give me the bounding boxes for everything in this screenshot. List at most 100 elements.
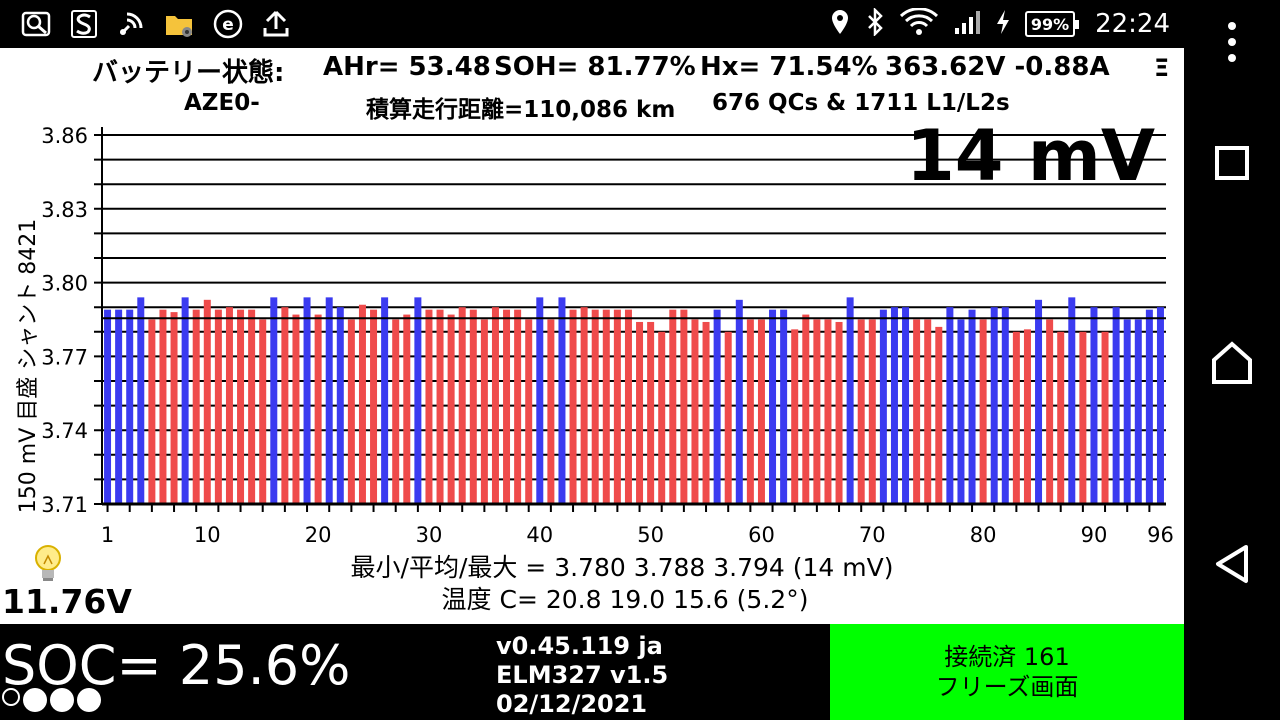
cell-bar	[525, 319, 533, 504]
odometer-label: 積算走行距離=110,086 km	[366, 97, 676, 123]
cell-bar	[824, 319, 832, 504]
cell-bar	[347, 319, 355, 504]
cell-bar	[702, 321, 710, 504]
cell-bar	[514, 309, 522, 504]
x-tick-label: 40	[526, 523, 553, 547]
cell-bar	[137, 297, 145, 504]
file-manager-icon	[163, 8, 195, 40]
cell-bar	[1023, 329, 1031, 504]
charging-icon	[995, 8, 1011, 40]
dot-empty-icon	[2, 688, 20, 706]
home-icon[interactable]	[1210, 340, 1254, 390]
x-tick-label: 60	[748, 523, 775, 547]
y-tick-label: 3.80	[41, 272, 88, 296]
cell-bar	[713, 309, 721, 504]
cell-bar	[669, 309, 677, 504]
cell-bar	[691, 319, 699, 504]
cell-bar	[591, 309, 599, 504]
cell-bar	[902, 307, 910, 504]
cell-bar	[1134, 319, 1142, 504]
x-tick-label: 1	[101, 523, 114, 547]
cell-bar	[1101, 331, 1109, 504]
cell-bar	[281, 307, 289, 504]
cell-bar	[1057, 331, 1065, 504]
cell-signal-icon	[953, 8, 981, 40]
bottom-panel: SOC= 25.6% v0.45.119 ja ELM327 v1.5 02/1…	[0, 624, 1184, 720]
cell-bar	[724, 331, 732, 504]
connection-count: 接続済 161	[944, 643, 1070, 671]
cell-bar	[170, 312, 178, 504]
cell-bar	[248, 309, 256, 504]
cell-bar	[292, 314, 300, 504]
cell-bar	[480, 319, 488, 504]
y-axis-title: 150 mV 目盛 シャント 8421	[16, 219, 41, 513]
cell-bar	[303, 297, 311, 504]
cell-bar	[458, 307, 466, 504]
dot-filled-icon	[50, 688, 74, 712]
cell-bar	[802, 314, 810, 504]
freeze-screen-label: フリーズ画面	[935, 673, 1079, 701]
cell-bar	[1079, 331, 1087, 504]
app-content: バッテリー状態: AHr= 53.48 SOH= 81.77% Hx= 71.5…	[0, 48, 1184, 624]
cell-bar	[879, 309, 887, 504]
cell-bar	[336, 307, 344, 504]
status-clock: 22:24	[1095, 9, 1170, 39]
cell-bar	[968, 309, 976, 504]
cell-bar	[1068, 297, 1076, 504]
menu-icon[interactable]: Ξ	[1154, 54, 1170, 82]
cell-bar	[658, 331, 666, 504]
cell-bar	[1123, 319, 1131, 504]
soh-value: SOH= 81.77%	[494, 52, 696, 82]
cell-bar	[547, 319, 555, 504]
cell-bar	[857, 319, 865, 504]
back-icon[interactable]	[1212, 543, 1252, 589]
cell-bar	[503, 309, 511, 504]
cell-bar	[1112, 307, 1120, 504]
e-app-icon: e	[212, 8, 244, 40]
cell-bar	[647, 321, 655, 504]
svg-text:e: e	[222, 15, 234, 35]
cell-bar	[414, 297, 422, 504]
cell-bar	[946, 307, 954, 504]
cell-bar	[203, 299, 211, 504]
cell-bar	[636, 321, 644, 504]
image-viewer-icon	[20, 8, 52, 40]
cell-bar	[159, 309, 167, 504]
x-tick-label: 50	[637, 523, 664, 547]
recents-icon[interactable]	[1214, 145, 1250, 185]
aux-battery-voltage: 11.76V	[2, 582, 132, 621]
cell-bar	[270, 297, 278, 504]
bluetooth-icon	[865, 6, 885, 40]
cell-bar	[569, 309, 577, 504]
cell-bar	[924, 319, 932, 504]
cell-bar	[1046, 319, 1054, 504]
s-app-icon	[68, 8, 100, 40]
upload-icon	[260, 8, 292, 40]
elm-version: ELM327 v1.5	[496, 661, 669, 689]
cell-bar	[835, 321, 843, 504]
cell-bar	[259, 319, 267, 504]
cell-bar	[425, 309, 433, 504]
cell-bar	[913, 319, 921, 504]
cell-bar	[746, 319, 754, 504]
cell-bar	[1145, 309, 1153, 504]
x-tick-label: 10	[194, 523, 221, 547]
x-tick-label: 80	[970, 523, 997, 547]
y-tick-label: 3.77	[41, 345, 88, 369]
model-label: AZE0-	[184, 90, 260, 116]
cell-bar	[225, 307, 233, 504]
connection-status-button[interactable]: 接続済 161 フリーズ画面	[830, 624, 1184, 720]
cell-voltage-chart: 3.86 3.83 3.80 3.77 3.74 3.71 1 10 20 30 40 50 60 70 8…	[16, 115, 1174, 547]
cell-bar	[890, 307, 898, 504]
cell-bar	[181, 297, 189, 504]
cell-bar	[536, 297, 544, 504]
overflow-menu-icon[interactable]	[1220, 20, 1244, 68]
x-tick-label: 96	[1147, 523, 1174, 547]
cell-bar	[392, 319, 400, 504]
cell-bar	[1156, 307, 1164, 504]
cell-bar	[381, 297, 389, 504]
x-tick-label: 70	[859, 523, 886, 547]
location-icon	[829, 8, 851, 40]
cell-bar	[1090, 307, 1098, 504]
x-tick-label: 90	[1081, 523, 1108, 547]
